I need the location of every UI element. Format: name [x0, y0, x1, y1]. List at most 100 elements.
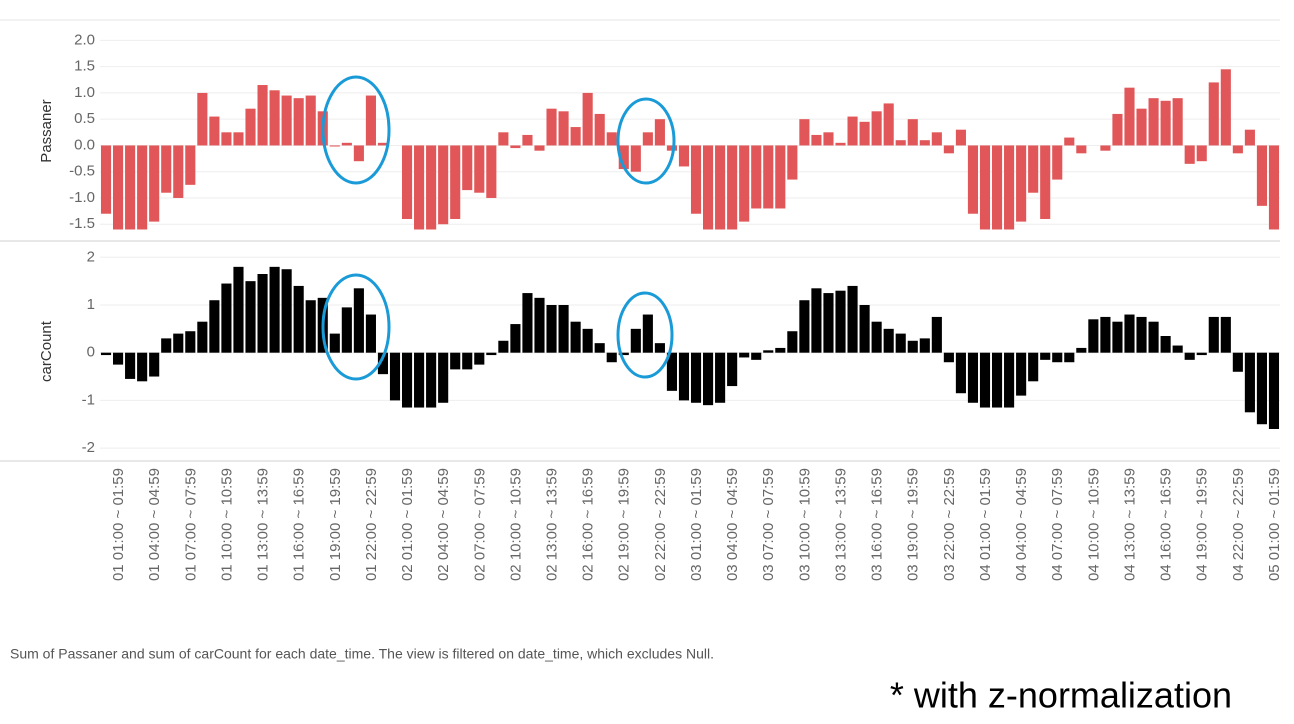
x-tick-label: 03 07:00 ~ 07:59	[760, 468, 777, 581]
bar	[1052, 352, 1063, 363]
bar	[570, 127, 581, 146]
bar	[401, 352, 413, 408]
bar	[353, 145, 364, 162]
bar	[678, 352, 690, 401]
bar	[377, 352, 389, 375]
bar	[823, 293, 834, 353]
bar	[414, 145, 425, 230]
bar	[666, 352, 677, 391]
bar	[486, 352, 497, 356]
bar	[570, 321, 581, 353]
bar	[1100, 145, 1111, 151]
bar	[522, 293, 533, 353]
bar	[727, 352, 738, 387]
bar	[775, 347, 786, 353]
bar	[510, 324, 521, 353]
bar	[474, 352, 485, 365]
bar	[414, 352, 425, 408]
bar	[690, 352, 702, 403]
bar	[125, 145, 136, 230]
bar	[919, 338, 930, 353]
bar	[1040, 145, 1051, 219]
x-tick-label: 01 01:00 ~ 01:59	[110, 468, 127, 581]
bar	[197, 321, 208, 353]
bar	[438, 352, 449, 403]
bar	[1028, 145, 1039, 193]
bar	[1244, 129, 1255, 146]
bar	[811, 288, 822, 353]
bar	[341, 142, 352, 146]
bar	[739, 352, 750, 358]
bar	[1076, 347, 1087, 353]
bar	[606, 132, 617, 146]
bar	[1040, 352, 1051, 360]
bar	[1124, 314, 1135, 353]
y-tick-label: 2	[87, 248, 95, 265]
bar	[642, 132, 653, 146]
bar	[895, 140, 906, 146]
bar	[931, 132, 942, 146]
bar	[955, 129, 966, 146]
bar	[474, 145, 485, 193]
bar	[703, 352, 714, 406]
y-tick-label: -1	[82, 391, 95, 408]
x-tick-labels: 01 01:00 ~ 01:59 01 04:00 ~ 04:59 01 07:00…	[110, 468, 1280, 581]
bar	[835, 290, 846, 353]
bar	[113, 352, 124, 365]
bar	[341, 307, 352, 353]
x-tick-label: 01 07:00 ~ 07:59	[182, 468, 199, 581]
bar	[654, 343, 665, 353]
bar	[859, 305, 870, 353]
x-tick-label: 01 04:00 ~ 04:59	[146, 468, 163, 581]
x-tick-label: 04 07:00 ~ 07:59	[1049, 468, 1066, 581]
x-tick-label: 04 01:00 ~ 01:59	[977, 468, 994, 581]
x-tick-label: 02 01:00 ~ 01:59	[399, 468, 416, 581]
bar	[1184, 352, 1195, 360]
bar	[847, 285, 858, 353]
bar	[666, 145, 677, 151]
bar	[1196, 352, 1207, 356]
y-tick-label: 2.0	[74, 31, 95, 48]
bar	[715, 145, 726, 230]
bar	[365, 95, 376, 146]
bar	[859, 121, 870, 146]
bar	[895, 333, 906, 353]
bar	[498, 132, 509, 146]
bar	[1172, 345, 1183, 353]
y-tick-label: 1.0	[74, 84, 95, 101]
bar	[1004, 352, 1015, 408]
bar	[558, 305, 569, 353]
y-tick-label: -2	[82, 439, 95, 456]
bar	[630, 328, 641, 353]
bar	[907, 340, 918, 353]
bar	[606, 352, 617, 363]
y-tick-label: -1.5	[69, 215, 95, 232]
bar	[1256, 352, 1267, 425]
bar	[113, 145, 124, 230]
bar	[546, 305, 557, 353]
bar	[100, 145, 112, 214]
bar	[450, 145, 461, 219]
bar	[582, 328, 593, 353]
bar	[787, 331, 798, 353]
bar	[450, 352, 461, 370]
bar	[967, 352, 979, 403]
bar	[919, 140, 930, 146]
x-tick-label: 01 16:00 ~ 16:59	[291, 468, 308, 581]
bar	[1256, 145, 1267, 206]
bar	[233, 132, 244, 146]
bar	[377, 142, 389, 146]
y-tick-label: 0.0	[74, 136, 95, 153]
bar	[1124, 87, 1135, 146]
bar	[125, 352, 136, 379]
bar	[173, 145, 184, 198]
bar	[281, 269, 292, 353]
bar	[763, 145, 774, 209]
bar	[293, 98, 304, 146]
bar	[1088, 319, 1099, 353]
bar	[353, 288, 364, 353]
bar	[329, 145, 340, 147]
bar	[1232, 145, 1243, 154]
bar	[149, 352, 160, 377]
bar	[715, 352, 726, 403]
